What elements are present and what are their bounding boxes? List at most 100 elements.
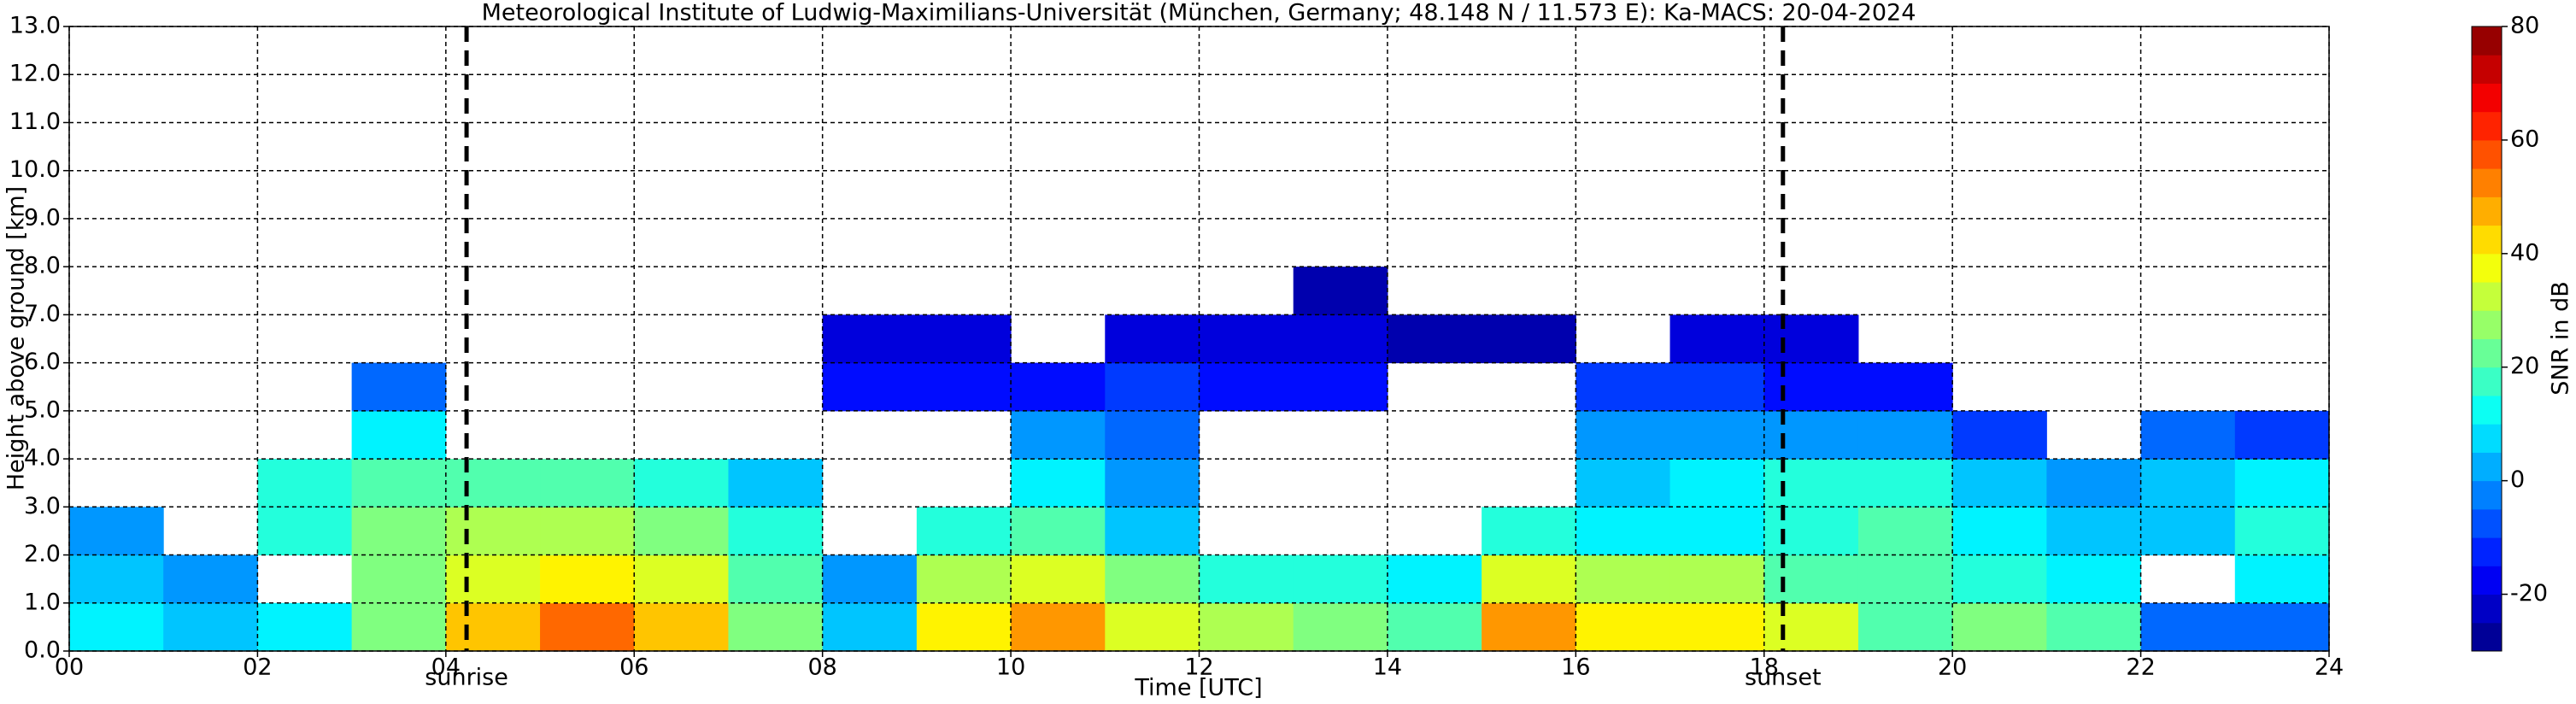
colorbar-tick-label: 60 bbox=[2510, 126, 2539, 152]
snr-cell bbox=[257, 459, 353, 507]
y-tick-label: 8.0 bbox=[24, 253, 61, 279]
snr-cell bbox=[1199, 602, 1294, 652]
snr-cell bbox=[540, 459, 635, 507]
snr-cell bbox=[1952, 602, 2047, 652]
y-tick-label: 4.0 bbox=[24, 445, 61, 472]
snr-cell bbox=[1952, 459, 2047, 507]
colorbar-swatch bbox=[2472, 622, 2502, 652]
snr-cell bbox=[257, 507, 353, 556]
plot-frame bbox=[68, 26, 2330, 652]
colorbar-swatch bbox=[2472, 508, 2502, 538]
snr-cell bbox=[1293, 267, 1388, 315]
snr-cell bbox=[1293, 362, 1388, 412]
snr-cell bbox=[1576, 602, 1671, 652]
x-tick-label: 18 bbox=[1750, 654, 1779, 681]
snr-cell bbox=[1669, 554, 1765, 604]
colorbar-swatch bbox=[2472, 452, 2502, 482]
snr-cell bbox=[1482, 314, 1576, 364]
snr-cell bbox=[1576, 410, 1671, 460]
snr-cell bbox=[2046, 459, 2142, 507]
snr-cell bbox=[1199, 362, 1294, 412]
colorbar-tick-label: -20 bbox=[2510, 580, 2548, 607]
x-tick-label: 04 bbox=[431, 654, 461, 681]
colorbar-swatch bbox=[2472, 594, 2502, 624]
colorbar-swatch bbox=[2472, 139, 2502, 169]
snr-cell bbox=[351, 459, 447, 507]
snr-cell bbox=[540, 602, 635, 652]
colorbar-swatch bbox=[2472, 168, 2502, 197]
snr-cell bbox=[540, 507, 635, 556]
snr-cell bbox=[351, 602, 447, 652]
snr-cell bbox=[1576, 554, 1671, 604]
snr-cell bbox=[1763, 554, 1859, 604]
x-tick-label: 22 bbox=[2126, 654, 2155, 681]
snr-cell bbox=[1482, 602, 1576, 652]
snr-cell bbox=[445, 554, 541, 604]
snr-cell bbox=[2234, 507, 2330, 556]
snr-cell bbox=[2140, 410, 2236, 460]
colorbar-swatch bbox=[2472, 83, 2502, 113]
y-axis-label: Height above ground [km] bbox=[3, 186, 30, 490]
colorbar-tick-label: 80 bbox=[2510, 13, 2539, 39]
snr-cell bbox=[822, 602, 918, 652]
snr-cell bbox=[916, 554, 1012, 604]
x-tick-label: 14 bbox=[1373, 654, 1402, 681]
x-tick-label: 12 bbox=[1184, 654, 1213, 681]
y-tick-label: 7.0 bbox=[24, 301, 61, 327]
y-tick-label: 13.0 bbox=[9, 13, 61, 39]
snr-cell bbox=[916, 602, 1012, 652]
y-tick-label: 3.0 bbox=[24, 493, 61, 519]
snr-cell bbox=[1763, 314, 1859, 364]
snr-cell bbox=[2234, 459, 2330, 507]
x-tick-label: 24 bbox=[2315, 654, 2344, 681]
snr-cell bbox=[1669, 602, 1765, 652]
snr-cell bbox=[69, 554, 164, 604]
colorbar-swatch bbox=[2472, 338, 2502, 368]
colorbar-swatch bbox=[2472, 537, 2502, 566]
snr-cell bbox=[163, 602, 258, 652]
colorbar-swatch bbox=[2472, 480, 2502, 510]
snr-cell bbox=[1669, 314, 1765, 364]
snr-cell bbox=[822, 314, 918, 364]
snr-cell bbox=[1011, 410, 1106, 460]
colorbar-frame bbox=[2471, 26, 2503, 652]
snr-cell bbox=[2234, 410, 2330, 460]
snr-cell bbox=[2046, 602, 2142, 652]
snr-cell bbox=[1857, 410, 1953, 460]
snr-cell bbox=[1857, 507, 1953, 556]
y-tick-label: 0.0 bbox=[24, 637, 61, 664]
snr-cell bbox=[1011, 602, 1106, 652]
colorbar-swatch bbox=[2472, 26, 2502, 56]
snr-cell bbox=[916, 507, 1012, 556]
colorbar-swatch bbox=[2472, 197, 2502, 226]
snr-cell bbox=[1387, 602, 1482, 652]
snr-cell bbox=[351, 410, 447, 460]
x-tick-label: 20 bbox=[1938, 654, 1967, 681]
snr-cell bbox=[1857, 602, 1953, 652]
snr-cell bbox=[351, 507, 447, 556]
snr-cell bbox=[257, 602, 353, 652]
snr-cell bbox=[2234, 554, 2330, 604]
snr-cell bbox=[1293, 314, 1388, 364]
snr-cell bbox=[634, 459, 729, 507]
snr-cell bbox=[916, 362, 1012, 412]
snr-cell bbox=[728, 602, 824, 652]
snr-cell bbox=[1763, 602, 1859, 652]
x-tick-label: 08 bbox=[807, 654, 836, 681]
colorbar-swatch bbox=[2472, 310, 2502, 339]
chart-title: Meteorological Institute of Ludwig-Maxim… bbox=[482, 0, 1916, 26]
snr-cell bbox=[1105, 459, 1200, 507]
snr-cell bbox=[1763, 410, 1859, 460]
colorbar-swatch bbox=[2472, 367, 2502, 396]
snr-cell bbox=[1669, 362, 1765, 412]
colorbar-tick-label: 40 bbox=[2510, 239, 2539, 266]
colorbar-swatch bbox=[2472, 566, 2502, 595]
snr-cell bbox=[2046, 507, 2142, 556]
y-tick-label: 1.0 bbox=[24, 589, 61, 615]
snr-cell bbox=[634, 507, 729, 556]
snr-cell bbox=[728, 554, 824, 604]
snr-cell bbox=[1387, 554, 1482, 604]
snr-cell bbox=[1576, 459, 1671, 507]
snr-cell bbox=[1669, 507, 1765, 556]
